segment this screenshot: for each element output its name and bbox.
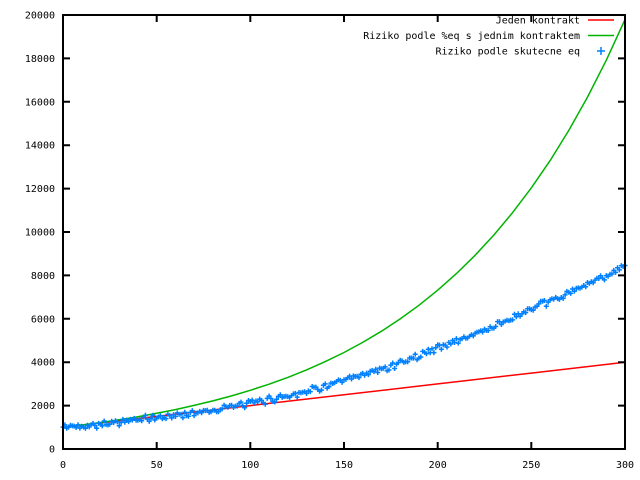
y-tick-label: 2000	[31, 401, 55, 412]
y-tick-label: 10000	[25, 228, 55, 239]
y-tick-label: 4000	[31, 358, 55, 369]
x-tick-label: 100	[241, 460, 259, 471]
y-tick-label: 12000	[25, 184, 55, 195]
x-tick-label: 300	[616, 460, 634, 471]
legend-label-0: Jeden kontrakt	[496, 16, 580, 27]
x-tick-label: 150	[335, 460, 353, 471]
legend-label-2: Riziko podle skutecne eq	[436, 47, 581, 58]
x-tick-label: 200	[429, 460, 447, 471]
y-tick-label: 6000	[31, 314, 55, 325]
y-tick-label: 8000	[31, 271, 55, 282]
series-line-1	[62, 19, 626, 429]
y-tick-label: 14000	[25, 141, 55, 152]
y-tick-label: 18000	[25, 54, 55, 65]
x-tick-label: 250	[522, 460, 540, 471]
x-tick-label: 50	[151, 460, 163, 471]
y-tick-label: 20000	[25, 11, 55, 22]
axis-ticks	[62, 14, 626, 450]
x-tick-label: 0	[60, 460, 66, 471]
y-tick-label: 0	[49, 445, 55, 456]
y-tick-label: 16000	[25, 97, 55, 108]
legend-label-1: Riziko podle %eq s jednim kontraktem	[363, 31, 580, 42]
legend-sample-plus-icon	[597, 47, 605, 55]
